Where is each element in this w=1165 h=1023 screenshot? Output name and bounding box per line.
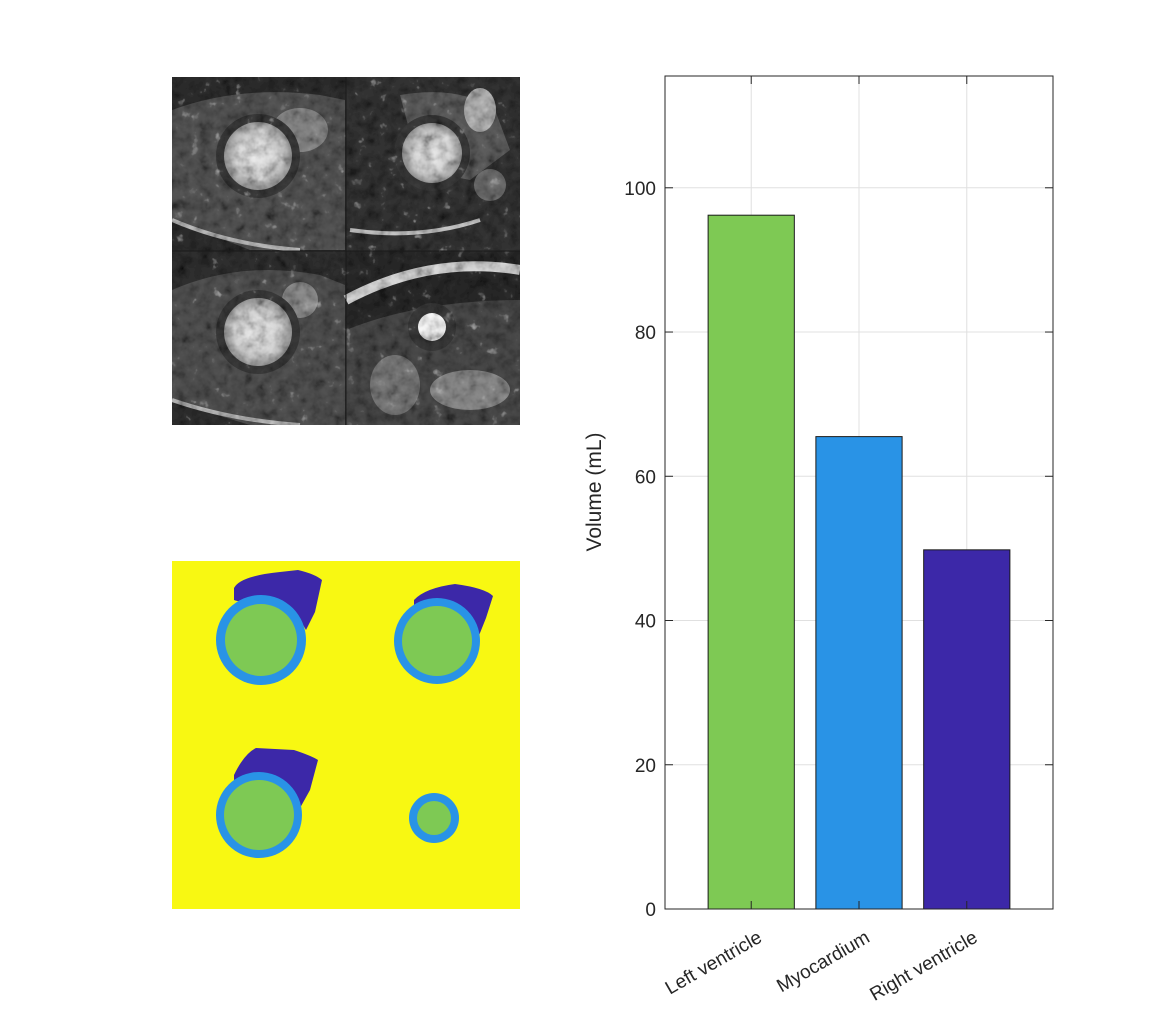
y-tick-label: 20 bbox=[635, 756, 656, 777]
bar-right-ventricle bbox=[923, 549, 1011, 910]
y-tick-label: 40 bbox=[635, 612, 656, 633]
mri-tile-2 bbox=[346, 77, 520, 251]
y-tick-label: 80 bbox=[635, 323, 656, 344]
y-tick-label: 0 bbox=[645, 900, 656, 921]
left-ventricle-region bbox=[417, 801, 451, 835]
left-ventricle-region bbox=[225, 604, 297, 676]
segmentation-tile-1 bbox=[216, 570, 322, 685]
mri-tile-1 bbox=[172, 92, 345, 252]
chart-bars bbox=[707, 214, 1011, 910]
segmentation-tile-3 bbox=[216, 748, 318, 858]
y-axis-label: Volume (mL) bbox=[583, 432, 606, 551]
x-tick-label: Myocardium bbox=[773, 927, 873, 997]
left-ventricle-region bbox=[402, 606, 472, 676]
segmentation-montage bbox=[172, 561, 520, 909]
mri-tile-3 bbox=[172, 251, 346, 425]
x-tick-label: Right ventricle bbox=[867, 927, 982, 1005]
y-axis-ticks: 0 20 40 60 80 100 bbox=[624, 179, 1053, 921]
segmentation-tile-4 bbox=[409, 793, 459, 843]
volume-bar-chart: 0 20 40 60 80 100 Left ventricle MyocardiumRig… bbox=[583, 75, 1054, 1006]
bar-myocardium bbox=[815, 436, 903, 910]
segmentation-tile-2 bbox=[394, 584, 493, 684]
y-tick-label: 60 bbox=[635, 467, 656, 488]
mri-tile-4 bbox=[343, 251, 520, 425]
y-tick-label: 100 bbox=[624, 179, 656, 200]
left-ventricle-region bbox=[224, 780, 294, 850]
x-tick-label: Left ventricle bbox=[662, 927, 766, 999]
mri-montage bbox=[172, 77, 520, 425]
bar-left-ventricle bbox=[707, 214, 795, 910]
